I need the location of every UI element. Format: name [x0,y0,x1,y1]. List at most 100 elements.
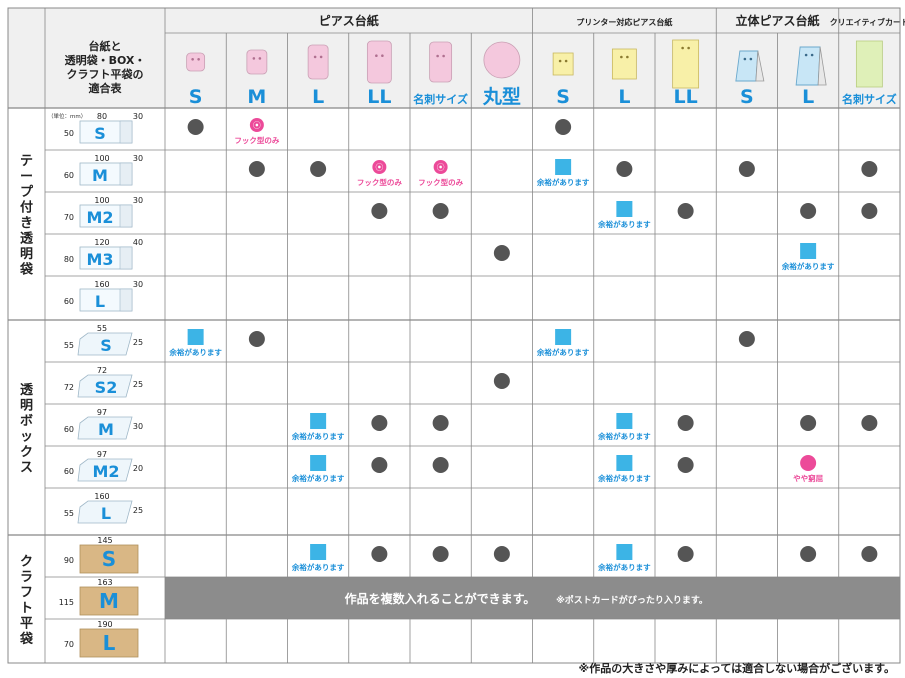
fit-dot-icon [800,415,817,431]
printer-card-icon [611,48,637,80]
earring-hole-icon [197,58,200,61]
kraft-bag-icon [79,628,139,658]
fit-dot-icon [677,546,694,562]
roomy-label: 余裕があります [597,562,651,572]
section-label-char: ッ [20,429,33,444]
fit-dot-icon [493,373,510,389]
earring-hole-icon [436,54,439,58]
bag-size-label: S [94,124,106,143]
bag-height-label: 70 [64,640,74,649]
bag-height-label: 115 [59,598,74,607]
earring-hole-icon [681,46,684,50]
hook-glyph-icon: ⦿ [375,163,383,172]
fit-dot-icon [677,203,694,219]
bag-height-label: 70 [64,213,74,222]
earring-hole-icon [687,46,690,50]
section-label-char: ラ [20,570,33,585]
bag-size-label: L [103,631,116,655]
fit-dot-icon [371,546,388,562]
fit-dot-icon [432,457,449,473]
bag-height-label: 90 [64,556,74,565]
bag-width-label: 160 [94,280,109,289]
column-size-label: S [740,86,754,108]
section-label-char: 明 [20,398,33,413]
round-card-icon [483,41,521,79]
kraft-bag-icon [79,586,139,616]
group-label: プリンター対応ピアス台紙 [576,17,672,27]
printer-card-icon [672,39,700,89]
banner-sub-text: ※ポストカードがぴったり入ります。 [556,594,708,606]
fit-dot-icon [371,457,388,473]
fit-dot-icon [493,245,510,261]
tape-flap-icon [119,204,133,228]
clear-box-icon [77,374,133,398]
fit-dot-icon [677,415,694,431]
section-label-char: き [20,216,33,231]
earring-hole-icon [258,57,262,60]
section-label-char: 平 [20,616,33,631]
earring-hole-icon [191,58,194,61]
roomy-square-icon [310,544,327,560]
earring-hole-icon [749,57,753,61]
earring-hole-icon [626,55,629,59]
bag-flap-label: 25 [133,338,143,347]
fit-dot-icon [371,415,388,431]
fit-dot-icon [432,203,449,219]
earring-hole-icon [375,54,378,57]
roomy-square-icon [616,455,633,471]
section-label-char: 透 [20,231,33,246]
bag-width-label: 100 [94,154,109,163]
roomy-square-icon [555,159,572,175]
roomy-square-icon [310,455,327,471]
fit-dot-icon [861,546,878,562]
hook-only-label: フック型のみ [357,177,402,187]
roomy-square-icon [310,413,327,429]
column-size-label: L [802,86,814,108]
fit-dot-icon [432,415,449,431]
hook-icon [372,160,387,174]
fit-dot-icon [800,546,817,562]
hook-glyph-icon: ⦿ [253,121,261,130]
hook-only-label: フック型のみ [418,177,463,187]
bag-width-label: 97 [97,450,107,459]
bag-height-label: 72 [64,383,74,392]
roomy-label: 余裕があります [597,431,651,441]
bag-width-label: 120 [94,238,109,247]
bag-size-label: M [92,166,108,185]
section-label-char: テ [20,154,33,169]
bag-height-label: 60 [64,467,74,476]
roomy-square-icon [800,243,817,259]
bag-width-label: 55 [97,324,107,333]
header-cell-line: 透明袋・BOX・ [65,53,146,67]
bag-flap-label: 40 [133,238,143,247]
bag-size-label: L [101,504,111,523]
group-label: クリエイティブカード [830,17,905,27]
tape-flap-icon [119,288,133,312]
roomy-label: 余裕があります [597,219,651,229]
column-size-label: L [618,86,630,108]
bag-size-label: S2 [95,378,118,397]
earring-hole-icon [381,54,384,57]
bag-width-label: 100 [94,196,109,205]
roomy-square-icon [555,329,572,345]
bag-height-label: 60 [64,425,74,434]
kraft-bag-icon [79,544,139,574]
hook-icon [433,160,448,174]
fit-dot-icon [800,203,817,219]
earring-hole-icon [319,55,323,59]
stand-card-icon [735,50,759,82]
section-label-char: 袋 [19,631,34,647]
clear-box-icon [77,416,133,440]
fit-dot-icon [677,457,694,473]
column-size-label: M [247,86,266,108]
bag-width-label: 160 [94,492,109,501]
section-label-char: ス [20,460,33,475]
bag-height-label: 50 [64,129,74,138]
fit-dot-icon [555,119,572,135]
earring-hole-icon [252,57,256,60]
fit-dot-icon [738,161,755,177]
tight-label: やや窮屈 [793,473,823,483]
bag-size-label: S [102,547,116,571]
roomy-label: 余裕があります [291,562,345,572]
hook-glyph-icon: ⦿ [437,163,445,172]
